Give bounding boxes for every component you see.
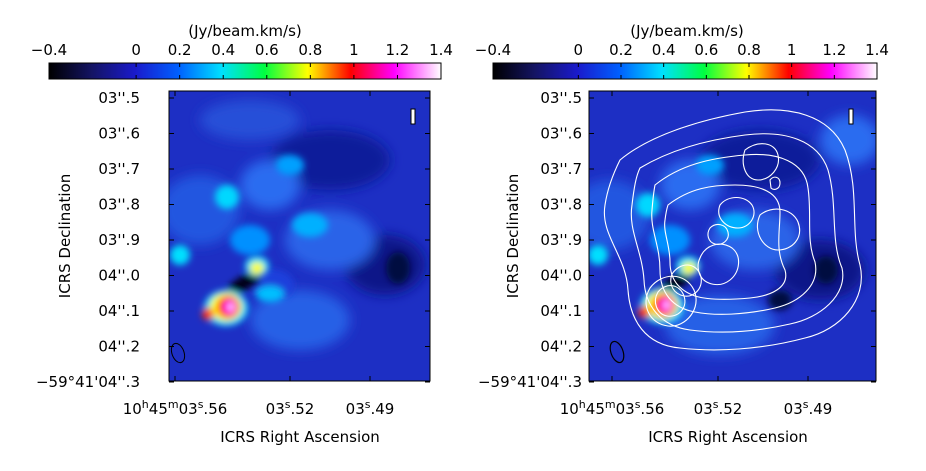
colorbar-tick-label: 0 xyxy=(574,41,584,59)
y-tick-label: 03''.7 xyxy=(98,160,140,178)
colorbar-ticks: −0.4 0 0.2 0.4 0.6 0.8 1 1.2 1.4 xyxy=(475,41,889,79)
heatmap-image xyxy=(589,91,876,381)
y-tick-labels: 03''.5 03''.6 03''.7 03''.8 03''.9 04''.0 04''… xyxy=(478,89,876,391)
colorbar-tick-label: 1 xyxy=(349,41,359,59)
colorbar-tick-label: 0.8 xyxy=(298,41,322,59)
colorbar-label: (Jy/beam.km/s) xyxy=(630,22,744,40)
y-tick-label: 04''.2 xyxy=(98,338,140,356)
colorbar-tick-label: 1.4 xyxy=(865,41,889,59)
colorbar-ticks: −0.4 0 0.2 0.4 0.6 0.8 1 1.2 1.4 xyxy=(31,41,453,79)
y-tick-label: −59°41'04''.3 xyxy=(36,373,140,391)
x-axis-label: ICRS Right Ascension xyxy=(648,428,808,446)
colorbar-tick-label: 0.6 xyxy=(255,41,279,59)
y-tick-label: 03''.9 xyxy=(540,231,582,249)
colorbar-tick-label: 0.2 xyxy=(609,41,633,59)
contour-lines xyxy=(603,109,862,351)
plot-frame xyxy=(168,90,431,382)
y-tick-label: 03''.5 xyxy=(98,89,140,107)
scale-bar xyxy=(410,108,416,125)
y-tick-label: 03''.6 xyxy=(540,125,582,143)
heatmap-image xyxy=(169,91,430,381)
y-tick-label: 03''.7 xyxy=(540,160,582,178)
colorbar-tick-label: 0.8 xyxy=(737,41,761,59)
y-tick-label: −59°41'04''.3 xyxy=(478,373,582,391)
right-panel: (Jy/beam.km/s) −0.4 0 0.2 0.4 0.6 0.8 1 1.2 1.4 xyxy=(475,22,889,446)
y-tick-label: 03''.5 xyxy=(540,89,582,107)
colorbar-tick-label: −0.4 xyxy=(475,41,511,59)
y-tick-label: 04''.1 xyxy=(540,302,582,320)
scale-bar xyxy=(848,108,854,125)
x-tick-label: 10h45m03s.56 xyxy=(123,398,228,418)
beam-ellipse xyxy=(609,340,625,364)
y-tick-label: 03''.8 xyxy=(540,196,582,214)
plot-frame xyxy=(588,90,877,382)
colorbar-tick-label: 0.6 xyxy=(694,41,718,59)
beam-ellipse xyxy=(170,342,186,364)
x-tick-label: 03s.52 xyxy=(266,398,315,418)
left-panel: (Jy/beam.km/s) −0.4 0 0.2 0.4 0.6 0.8 1 1.2 1.4 xyxy=(31,22,453,446)
colorbar-tick-label: −0.4 xyxy=(31,41,67,59)
x-tick-label: 03s.49 xyxy=(784,398,833,418)
y-tick-label: 04''.0 xyxy=(540,267,582,285)
colorbar-tick-label: 0.2 xyxy=(168,41,192,59)
colorbar-tick-label: 1.2 xyxy=(386,41,410,59)
x-tick-labels: 10h45m03s.56 03s.52 03s.49 xyxy=(560,91,833,418)
colorbar-tick-label: 1.4 xyxy=(429,41,453,59)
x-axis-label: ICRS Right Ascension xyxy=(220,428,380,446)
x-tick-label: 03s.52 xyxy=(694,398,743,418)
colorbar-label: (Jy/beam.km/s) xyxy=(188,22,302,40)
colorbar-tick-label: 0.4 xyxy=(211,41,235,59)
colorbar xyxy=(492,62,878,80)
colorbar-tick-label: 0 xyxy=(131,41,141,59)
y-tick-label: 03''.9 xyxy=(98,231,140,249)
x-tick-label: 10h45m03s.56 xyxy=(560,398,665,418)
y-axis-label: ICRS Declination xyxy=(504,174,522,298)
x-tick-labels: 10h45m03s.56 03s.52 03s.49 xyxy=(123,91,395,418)
colorbar-tick-label: 0.4 xyxy=(652,41,676,59)
y-tick-label: 04''.2 xyxy=(540,338,582,356)
colorbar xyxy=(48,62,442,80)
y-tick-label: 03''.6 xyxy=(98,125,140,143)
y-tick-label: 04''.1 xyxy=(98,302,140,320)
y-tick-label: 04''.0 xyxy=(98,267,140,285)
colorbar-tick-label: 1 xyxy=(787,41,797,59)
colorbar-tick-label: 1.2 xyxy=(822,41,846,59)
y-tick-label: 03''.8 xyxy=(98,196,140,214)
y-axis-label: ICRS Declination xyxy=(56,174,74,298)
x-tick-label: 03s.49 xyxy=(346,398,395,418)
y-tick-labels: 03''.5 03''.6 03''.7 03''.8 03''.9 04''.0 04''… xyxy=(36,89,430,391)
